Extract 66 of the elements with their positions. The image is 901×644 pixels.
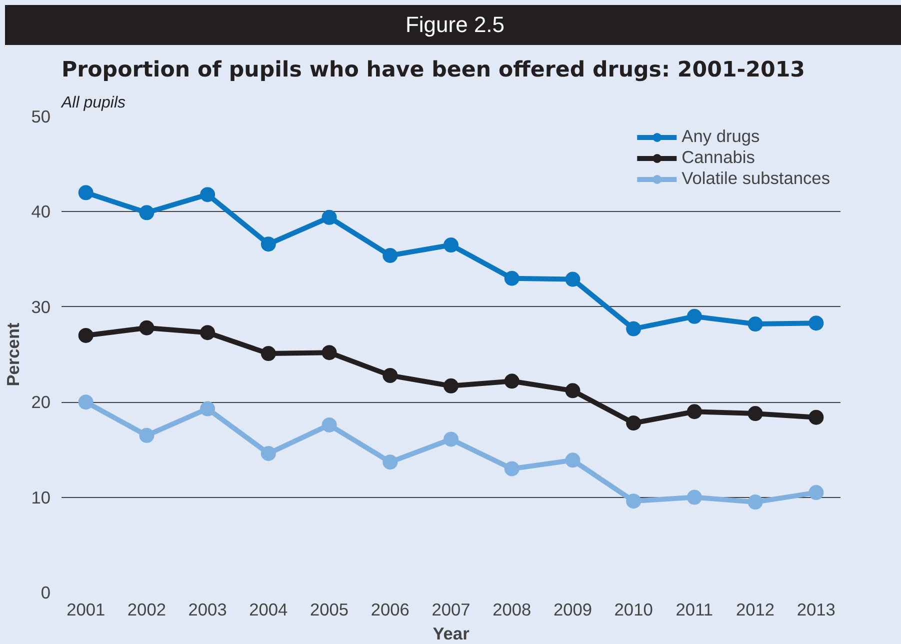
y-axis-title: Percent bbox=[3, 322, 24, 386]
x-tick-label: 2012 bbox=[736, 600, 775, 620]
point bbox=[322, 345, 337, 360]
point bbox=[808, 485, 824, 500]
point bbox=[748, 406, 763, 422]
x-axis-title: Year bbox=[432, 624, 470, 644]
x-tick-label: 2006 bbox=[370, 600, 410, 620]
legend-label: Volatile substances bbox=[682, 168, 830, 189]
x-tick-label: 2008 bbox=[492, 600, 532, 620]
x-tick-label: 2004 bbox=[249, 600, 288, 620]
point bbox=[808, 316, 824, 331]
point bbox=[504, 270, 520, 286]
chart-subtitle: All pupils bbox=[60, 94, 126, 112]
x-tick-label: 2001 bbox=[66, 600, 106, 620]
point bbox=[748, 316, 763, 332]
point bbox=[200, 187, 216, 202]
x-tick-label: 2002 bbox=[127, 600, 166, 620]
point bbox=[808, 410, 824, 425]
point bbox=[78, 328, 94, 343]
point bbox=[686, 490, 702, 505]
x-tick-label: 2009 bbox=[553, 600, 592, 620]
point bbox=[565, 452, 580, 468]
point bbox=[382, 368, 398, 383]
point bbox=[444, 238, 458, 253]
x-tick-label: 2003 bbox=[188, 600, 227, 620]
x-tick-label: 2013 bbox=[796, 600, 836, 620]
legend-label: Any drugs bbox=[682, 126, 760, 147]
point bbox=[565, 272, 580, 287]
point bbox=[382, 454, 398, 470]
y-tick-label: 40 bbox=[31, 202, 51, 222]
point bbox=[260, 236, 276, 252]
point bbox=[626, 416, 642, 431]
point bbox=[78, 185, 94, 200]
x-tick-label: 2005 bbox=[310, 600, 349, 620]
x-tick-label: 2011 bbox=[676, 600, 714, 620]
point bbox=[139, 428, 154, 443]
y-tick-label: 50 bbox=[31, 106, 51, 126]
y-tick-label: 0 bbox=[40, 582, 51, 602]
point bbox=[260, 346, 276, 362]
point bbox=[322, 210, 337, 225]
point bbox=[686, 404, 702, 420]
legend-label: Cannabis bbox=[682, 147, 755, 168]
x-tick-label: 2010 bbox=[614, 600, 653, 620]
caption: Figure 2.5 bbox=[405, 11, 505, 39]
point bbox=[200, 401, 216, 416]
y-tick-label: 10 bbox=[31, 487, 51, 508]
point bbox=[382, 248, 398, 263]
chart-title: Proportion of pupils who have been offered drugs: 2001-2013 bbox=[62, 58, 805, 82]
point bbox=[200, 325, 216, 340]
y-tick-label: 30 bbox=[31, 296, 51, 317]
point bbox=[322, 417, 337, 432]
point bbox=[626, 494, 642, 509]
point bbox=[626, 321, 642, 336]
x-tick-label: 2007 bbox=[432, 600, 470, 620]
point bbox=[444, 378, 458, 394]
point bbox=[504, 374, 520, 389]
point bbox=[748, 494, 763, 510]
point bbox=[78, 394, 94, 410]
y-tick-label: 20 bbox=[31, 392, 51, 412]
point bbox=[139, 320, 154, 336]
point bbox=[565, 383, 580, 398]
point bbox=[260, 446, 276, 461]
point bbox=[504, 461, 520, 476]
point bbox=[686, 308, 702, 324]
point bbox=[139, 205, 154, 220]
point bbox=[444, 432, 458, 447]
